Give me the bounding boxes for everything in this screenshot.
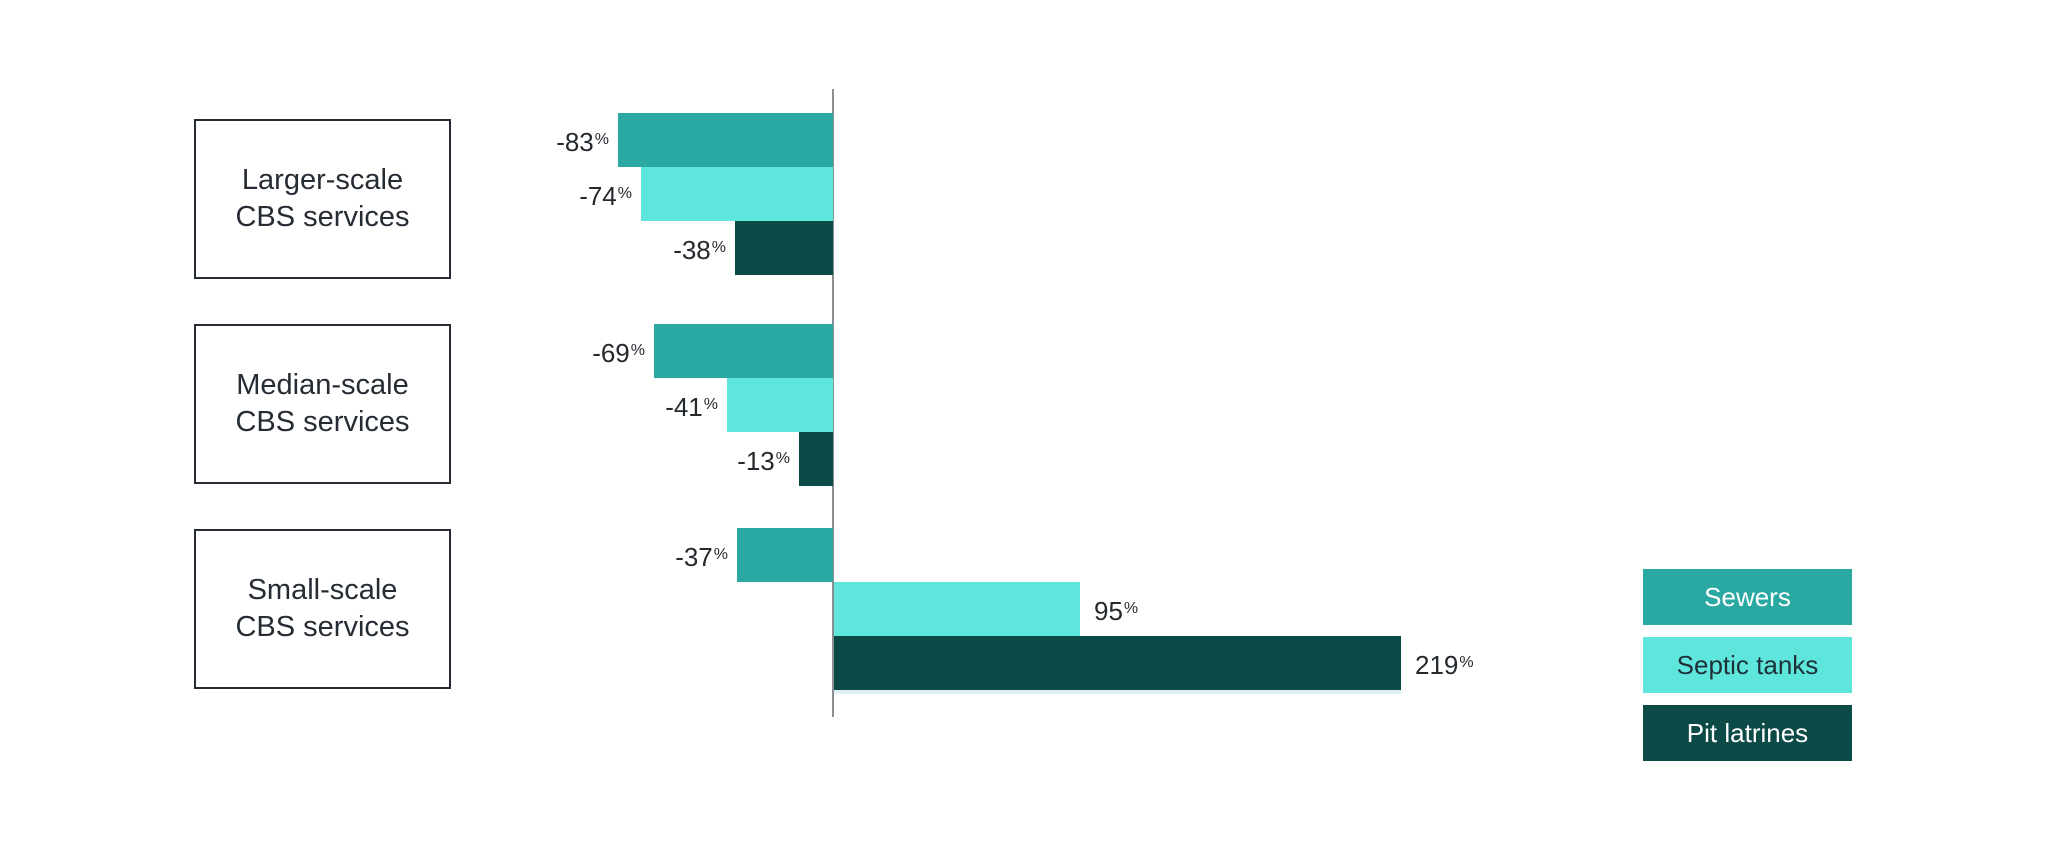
value-number: -83 xyxy=(556,127,594,157)
value-label: 95% xyxy=(1094,582,1138,636)
value-number: -37 xyxy=(675,542,713,572)
value-number: -69 xyxy=(592,338,630,368)
value-label: -38% xyxy=(673,221,726,275)
percent-sign: % xyxy=(713,546,728,563)
value-number: -13 xyxy=(737,446,775,476)
value-label: 219% xyxy=(1415,636,1474,690)
bar-pit-latrines xyxy=(735,221,833,275)
category-label-text: Small-scale xyxy=(247,574,398,606)
value-label: -74% xyxy=(579,167,632,221)
category-label-text: Median-scale xyxy=(236,369,409,401)
value-label: -69% xyxy=(592,324,645,378)
zero-axis-line xyxy=(832,89,834,717)
legend-item-pit-latrines: Pit latrines xyxy=(1643,705,1852,761)
legend-label: Septic tanks xyxy=(1676,649,1819,680)
percent-sign: % xyxy=(1459,654,1474,671)
percent-sign: % xyxy=(630,342,645,359)
value-number: -41 xyxy=(665,392,703,422)
bar-sewers xyxy=(737,528,833,582)
value-label: -83% xyxy=(556,113,609,167)
category-label-text: CBS services xyxy=(235,201,410,233)
percent-sign: % xyxy=(703,396,718,413)
percent-sign: % xyxy=(1123,600,1139,617)
bar-septic-tanks xyxy=(641,167,833,221)
category-label-box-3: Small-scale CBS services xyxy=(194,529,451,689)
value-label: -37% xyxy=(675,528,728,582)
percent-sign: % xyxy=(775,450,790,467)
baseline-highlight xyxy=(834,690,1401,694)
legend-label: Sewers xyxy=(1704,581,1791,612)
value-number: -74 xyxy=(579,181,617,211)
legend-label: Pit latrines xyxy=(1686,717,1809,748)
bar-pit-latrines xyxy=(834,636,1401,690)
category-label-text: Larger-scale xyxy=(241,164,404,196)
percent-sign: % xyxy=(617,185,632,202)
category-label-text: CBS services xyxy=(235,406,410,438)
value-number: 95 xyxy=(1094,596,1123,626)
bar-sewers xyxy=(654,324,833,378)
category-label-box-1: Larger-scale CBS services xyxy=(194,119,451,279)
value-label: -41% xyxy=(665,378,718,432)
value-number: 219 xyxy=(1415,650,1459,680)
bar-sewers xyxy=(618,113,833,167)
bar-septic-tanks xyxy=(727,378,833,432)
percent-sign: % xyxy=(594,131,609,148)
category-label-text: CBS services xyxy=(235,611,410,643)
value-number: -38 xyxy=(673,235,711,265)
percent-sign: % xyxy=(711,239,726,256)
bar-pit-latrines xyxy=(799,432,833,486)
legend-item-septic-tanks: Septic tanks xyxy=(1643,637,1852,693)
value-label: -13% xyxy=(737,432,790,486)
bar-septic-tanks xyxy=(834,582,1080,636)
legend-item-sewers: Sewers xyxy=(1643,569,1852,625)
category-label-box-2: Median-scale CBS services xyxy=(194,324,451,484)
